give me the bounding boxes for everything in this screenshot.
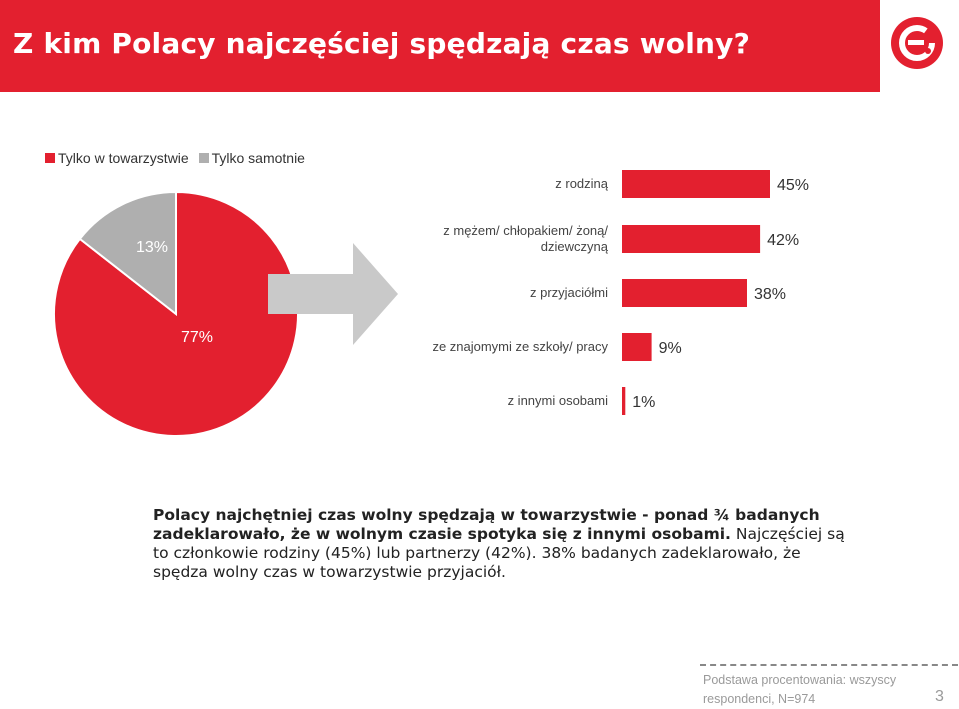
legend-swatch-alone <box>198 153 209 163</box>
page-title: Z kim Polacy najczęściej spędzają czas w… <box>13 27 751 60</box>
legend-swatch-company <box>45 153 55 163</box>
page-number: 3 <box>935 688 944 705</box>
bar-category-label-1-line-0: z mężem/ chłopakiem/ żoną/ <box>443 223 608 238</box>
title-banner: Z kim Polacy najczęściej spędzają czas w… <box>0 0 880 92</box>
bar-0 <box>622 170 770 198</box>
bar-value-label-1: 42% <box>767 232 799 249</box>
footnote: Podstawa procentowania: wszyscy responde… <box>703 673 897 706</box>
bar-category-label-0: z rodziną <box>555 176 609 191</box>
legend-label-company: Tylko w towarzystwie <box>58 150 189 166</box>
pie-label-company: 77% <box>181 329 213 346</box>
bar-value-label-3: 9% <box>659 340 682 357</box>
bar-category-label-4: z innymi osobami <box>508 393 609 408</box>
bar-category-label-3: ze znajomymi ze szkoły/ pracy <box>432 339 608 354</box>
footnote-divider <box>700 664 958 666</box>
bar-value-label-2: 38% <box>754 286 786 303</box>
bar-1 <box>622 225 761 253</box>
bar-chart: 45% z rodziną 42% z mężem/ chłopakiem/ żoną… <box>432 170 809 415</box>
pie-slice-alone <box>78 190 177 317</box>
pie-slice-company <box>53 190 299 437</box>
description-text: Polacy najchętniej czas wolny spędzają w… <box>153 506 853 582</box>
bar-value-label-0: 45% <box>777 177 809 194</box>
legend-label-alone: Tylko samotnie <box>211 150 305 166</box>
bar-4 <box>622 387 626 415</box>
bar-2 <box>622 279 747 307</box>
bar-3 <box>622 333 652 361</box>
description-normal: Najczęściej są to członkowie rodziny (45… <box>153 525 845 581</box>
bar-category-label-2: z przyjaciółmi <box>530 285 608 300</box>
pie-chart: 77% 13% <box>53 190 299 437</box>
bar-value-label-4: 1% <box>632 394 655 411</box>
bar-category-label-1-line-1: dziewczyną <box>541 239 609 254</box>
e-logo-icon <box>891 17 943 69</box>
arrow-shape <box>268 243 398 345</box>
pie-label-alone: 13% <box>136 239 168 256</box>
legend-item-company: Tylko w towarzystwie <box>45 150 189 166</box>
legend-item-alone: Tylko samotnie <box>198 150 305 166</box>
description-bold: Polacy najchętniej czas wolny spędzają w… <box>153 506 820 543</box>
chart-legend: Tylko w towarzystwie Tylko samotnie <box>45 150 311 166</box>
